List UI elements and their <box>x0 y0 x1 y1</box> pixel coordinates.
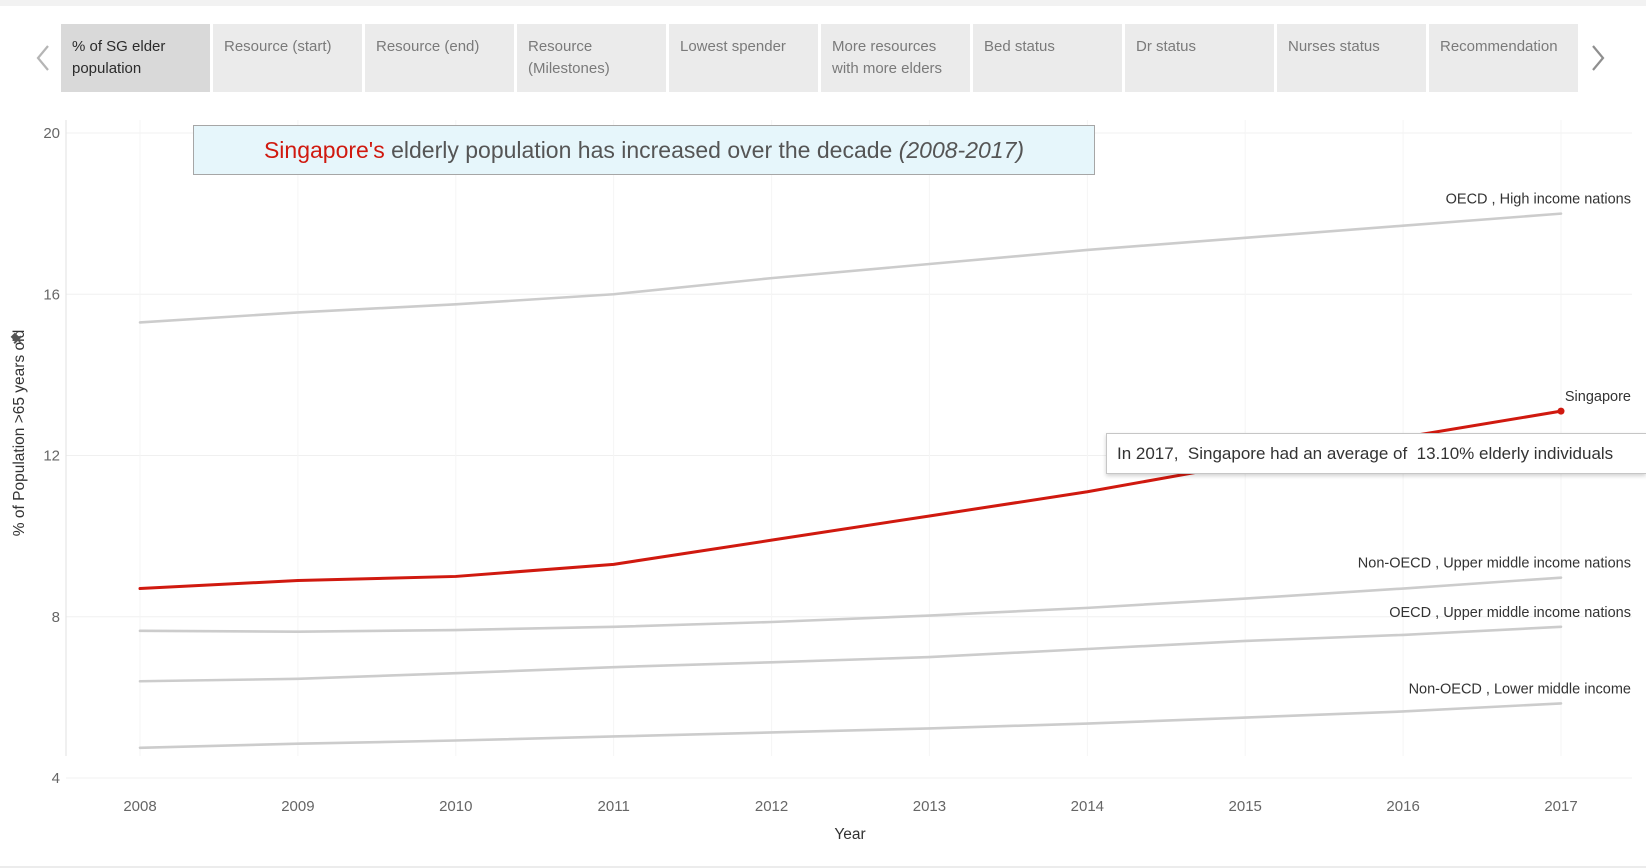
x-tick-label: 2010 <box>439 798 472 815</box>
story-tab[interactable]: Dr status <box>1125 24 1274 92</box>
story-tab[interactable]: % of SG elder population <box>61 24 210 92</box>
pin-needle <box>17 339 24 346</box>
y-tick-label: 12 <box>43 448 60 465</box>
data-tooltip: In 2017, Singapore had an average of 13.… <box>1106 433 1646 474</box>
series-label: Non-OECD , Upper middle income nations <box>1358 556 1631 572</box>
pin-icon[interactable] <box>9 331 26 348</box>
story-tabs: % of SG elder population Resource (start)… <box>61 24 1578 92</box>
chart-series-labels: OECD , High income nations Singapore Non-O… <box>1358 192 1631 698</box>
series-label: Non-OECD , Lower middle income <box>1409 681 1631 697</box>
x-tick-label: 2008 <box>123 798 156 815</box>
chart-axes: 4 8 12 16 20 2008 2009 2010 2011 2012 2013 2014 2015… <box>43 120 1578 815</box>
y-tick-label: 16 <box>43 286 60 303</box>
x-tick-label: 2011 <box>598 798 630 815</box>
series-line[interactable] <box>138 625 1563 683</box>
series-label: OECD , High income nations <box>1446 192 1631 208</box>
chevron-right-icon[interactable] <box>1578 24 1618 92</box>
line-chart: 4 8 12 16 20 2008 2009 2010 2011 2012 2013 2014 2015… <box>9 120 1632 843</box>
y-tick-label: 4 <box>52 770 60 787</box>
series-line[interactable] <box>138 576 1563 633</box>
x-tick-label: 2009 <box>281 798 314 815</box>
x-tick-label: 2016 <box>1386 798 1419 815</box>
pin-base <box>13 335 22 344</box>
bottom-border <box>0 866 1646 868</box>
story-tab[interactable]: Lowest spender <box>669 24 818 92</box>
title-highlight: Singapore's <box>263 136 385 163</box>
story-tab[interactable]: Resource (start) <box>213 24 362 92</box>
chart-series <box>138 212 1565 750</box>
x-tick-label: 2017 <box>1544 798 1577 815</box>
series-line[interactable] <box>138 212 1563 324</box>
series-endpoint[interactable] <box>1557 407 1565 415</box>
x-tick-label: 2012 <box>755 798 788 815</box>
y-tick-label: 8 <box>52 609 60 626</box>
title-period: (2008-2017) <box>898 136 1025 163</box>
story-tab[interactable]: Nurses status <box>1277 24 1426 92</box>
story-tab[interactable]: Bed status <box>973 24 1122 92</box>
y-axis-label: % of Population >65 years old <box>11 330 28 536</box>
series-label: Singapore <box>1565 389 1631 405</box>
top-border <box>0 0 1646 6</box>
story-tab[interactable]: Resource (Milestones) <box>517 24 666 92</box>
story-tab[interactable]: Recommendation <box>1429 24 1578 92</box>
story-tab[interactable]: More resources with more elders <box>821 24 970 92</box>
story-tab[interactable]: Resource (end) <box>365 24 514 92</box>
x-tick-label: 2013 <box>913 798 946 815</box>
x-axis-label: Year <box>834 826 865 843</box>
title-main: elderly population has increased over th… <box>384 136 899 163</box>
chevron-left-icon[interactable] <box>23 24 63 92</box>
y-tick-label: 20 <box>43 125 60 142</box>
series-line[interactable] <box>138 702 1563 750</box>
series-label: OECD , Upper middle income nations <box>1389 605 1631 621</box>
chart-title-banner: Singapore's elderly population has incre… <box>193 125 1095 175</box>
x-tick-label: 2014 <box>1071 798 1104 815</box>
x-tick-label: 2015 <box>1229 798 1262 815</box>
story-navigator: % of SG elder population Resource (start)… <box>0 24 1646 92</box>
